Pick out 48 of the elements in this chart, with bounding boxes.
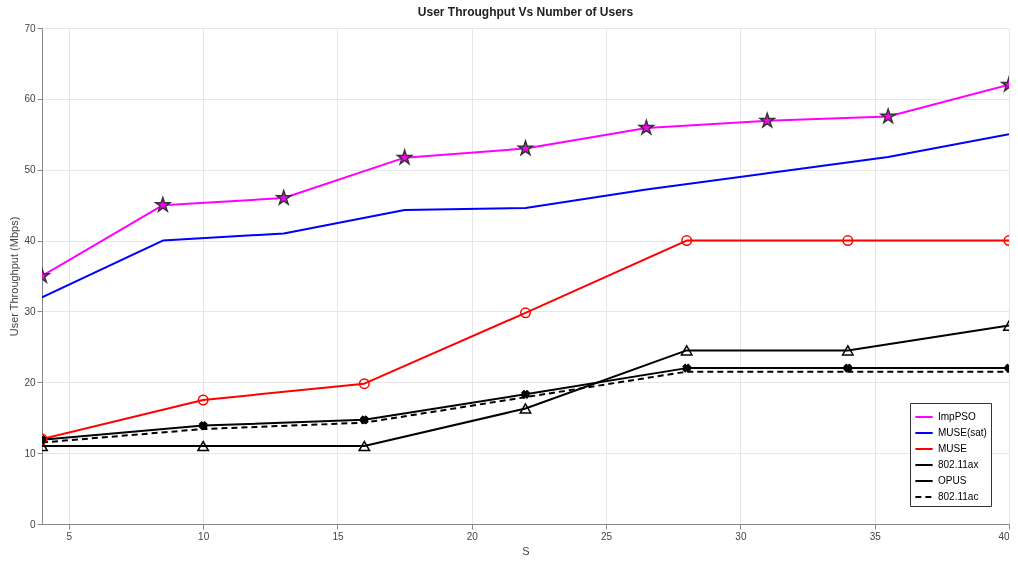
chart-title: User Throughput Vs Number of Users: [417, 5, 634, 19]
point: [682, 363, 691, 373]
x-tick-label: 20: [466, 530, 479, 542]
point: [197, 394, 209, 406]
legend-label: MUSE(sat): [938, 427, 987, 438]
x-tick-label: 5: [66, 530, 73, 542]
point: [880, 108, 896, 124]
point: [638, 119, 655, 135]
y-tick-label: 30: [24, 305, 36, 317]
x-tick-label: 10: [198, 530, 210, 542]
y-tick-label: 70: [24, 22, 36, 34]
legend-label: OPUS: [938, 475, 967, 486]
point: [521, 390, 530, 399]
y-tick-label: 50: [24, 164, 36, 176]
y-tick-label: 40: [24, 235, 36, 247]
x-tick-label: 35: [869, 530, 882, 542]
point: [680, 345, 693, 356]
point: [358, 378, 370, 390]
legend-label: ImpPSO: [938, 411, 977, 422]
point: [841, 345, 854, 356]
y-tick-label: 20: [24, 376, 36, 388]
y-axis-title: User Throughput (Mbps): [8, 216, 21, 337]
y-tick-label: 0: [29, 518, 36, 530]
legend-label: 802.11ax: [938, 459, 979, 470]
point: [275, 189, 292, 205]
point: [681, 235, 693, 247]
x-tick-label: 25: [601, 530, 613, 542]
point: [842, 235, 854, 247]
x-tick-label: 15: [332, 530, 344, 542]
x-tick-label: 40: [998, 530, 1010, 542]
legend-label: 802.11ac: [938, 491, 979, 502]
point: [759, 112, 776, 128]
point: [519, 403, 532, 414]
legend-label: MUSE: [938, 443, 968, 454]
y-tick-label: 10: [24, 447, 36, 459]
point: [843, 363, 853, 373]
point: [198, 421, 208, 430]
point: [517, 140, 534, 156]
x-tick-label: 30: [735, 530, 747, 542]
point: [520, 307, 531, 319]
y-tick-label: 60: [24, 93, 36, 105]
point: [358, 440, 371, 452]
point: [155, 196, 171, 212]
x-axis-title: S: [522, 544, 530, 557]
line-series: [42, 133, 1009, 299]
point: [360, 415, 369, 425]
point: [197, 440, 210, 452]
point: [396, 149, 413, 165]
